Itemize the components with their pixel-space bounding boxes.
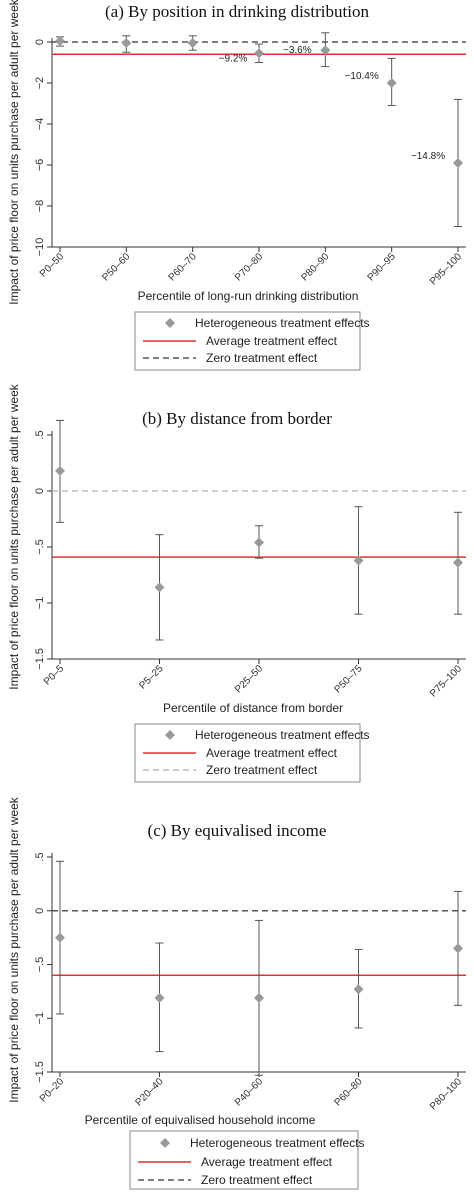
panel-a-legend-zero-label: Zero treatment effect xyxy=(206,351,318,365)
panel-b-legend-avg-label: Average treatment effect xyxy=(206,746,338,760)
panel-c-xtick-label: P60–80 xyxy=(332,1076,364,1108)
panel-a-point xyxy=(55,35,65,46)
panel-c-xtick-label: P40–60 xyxy=(233,1076,265,1108)
panel-a-xtick-label: P95–100 xyxy=(428,251,464,287)
panel-a-ytick-label: 0 xyxy=(34,39,46,45)
panel-c-point xyxy=(154,992,165,1003)
panel-a-ylabel: Impact of price floor on units purchase … xyxy=(7,0,21,305)
panel-c-legend-avg-label: Average treatment effect xyxy=(201,1155,333,1169)
panel-a-point xyxy=(453,157,463,168)
panel-a-annotation: −14.8% xyxy=(411,151,445,162)
panel-b-ylabel: Impact of price floor on units purchase … xyxy=(7,383,21,689)
panel-a-legend-hte-label: Heterogeneous treatment effects xyxy=(195,316,370,330)
panel-b-xtick-label: P50–75 xyxy=(332,663,364,695)
panel-c-ytick-label: −1 xyxy=(34,1012,46,1025)
panel-a-ytick-label: −2 xyxy=(34,77,46,90)
panel-a-legend: Heterogeneous treatment effects Average … xyxy=(134,311,370,371)
panel-a-legend-hte-marker xyxy=(165,318,175,328)
panel-b-point xyxy=(55,465,65,476)
panel-a-ytick-label: −10 xyxy=(34,238,46,257)
panel-a-ytick-label: −6 xyxy=(34,159,46,172)
panel-c-ytick-label: −.5 xyxy=(34,957,46,973)
panel-c-ytick-label: .5 xyxy=(34,852,46,861)
panel-b-legend-hte-marker xyxy=(165,730,175,740)
panel-c-legend-hte-label: Heterogeneous treatment effects xyxy=(190,1136,365,1150)
panel-a-annotation: −9.2% xyxy=(219,53,248,64)
panel-c-ytick-label: 0 xyxy=(34,908,46,914)
panel-b-ytick-label: −1.5 xyxy=(34,648,46,670)
panel-b-ytick-label: 0 xyxy=(34,488,46,494)
panel-a-point xyxy=(254,48,264,59)
panel-b-point xyxy=(353,555,364,566)
panel-b-xtick-label: P5–25 xyxy=(137,663,166,692)
panel-b-xlabel: Percentile of distance from border xyxy=(163,701,343,715)
panel-b-legend-zero-label: Zero treatment effect xyxy=(206,763,318,777)
panel-c-legend-hte-marker xyxy=(160,1138,170,1148)
panel-c-point xyxy=(55,932,65,943)
panel-c-legend-zero-label: Zero treatment effect xyxy=(201,1173,313,1187)
panel-a-xtick-label: P70–80 xyxy=(233,251,265,283)
panel-a-xlabel: Percentile of long-run drinking distribu… xyxy=(138,289,359,303)
panel-a-annotation: −10.4% xyxy=(345,71,379,82)
panel-a-annotation: −3.6% xyxy=(283,45,312,56)
panel-c-point xyxy=(254,992,264,1003)
panel-a-xtick-label: P60–70 xyxy=(167,251,199,283)
panel-a-xtick-label: P90–95 xyxy=(366,251,398,283)
panel-a-point xyxy=(386,78,397,88)
panel-b: (b) By distance from border Impact of pr… xyxy=(7,383,466,783)
panel-c-point xyxy=(453,943,463,954)
panel-b-title: (b) By distance from border xyxy=(142,409,332,428)
panel-c: (c) By equivalised income Impact of pric… xyxy=(7,796,466,1190)
panel-a-point xyxy=(320,45,331,56)
panel-b-marks: .50−.5−1−1.5P0–5 P5–25 P25–50 P50–75 P75–100 xyxy=(34,419,466,699)
panel-c-xlabel: Percentile of equivalised household inco… xyxy=(85,1113,316,1127)
panel-b-ytick-label: .5 xyxy=(34,430,46,439)
panel-b-ytick-label: −1 xyxy=(34,597,46,610)
panel-b-point xyxy=(154,582,165,593)
panel-c-marks: .50−.5−1−1.5P0–20 P20–40 P40–60 P60–80 P80–1… xyxy=(34,852,466,1112)
panel-a-title: (a) By position in drinking distribution xyxy=(105,2,369,21)
panel-b-point xyxy=(254,537,264,548)
panel-a-legend-avg-label: Average treatment effect xyxy=(206,334,338,348)
panel-a: (a) By position in drinking distribution… xyxy=(7,0,466,371)
panel-a-xtick-label: P80–90 xyxy=(299,251,331,283)
panel-a-point xyxy=(187,38,198,49)
panel-c-ylabel: Impact of price floor on units purchase … xyxy=(7,796,21,1102)
panel-c-xtick-label: P20–40 xyxy=(133,1076,165,1108)
panel-a-xtick-label: P50–60 xyxy=(100,251,132,283)
panel-b-xtick-label: P75–100 xyxy=(428,663,464,699)
panel-c-title: (c) By equivalised income xyxy=(148,821,327,840)
panel-b-xtick-label: P25–50 xyxy=(233,663,265,695)
panel-c-ytick-label: −1.5 xyxy=(34,1061,46,1083)
panel-c-legend: Heterogeneous treatment effects Average … xyxy=(129,1130,365,1190)
panel-a-point xyxy=(121,38,132,49)
panel-c-point xyxy=(353,984,364,995)
panel-b-legend-hte-label: Heterogeneous treatment effects xyxy=(195,728,370,742)
panel-b-legend: Heterogeneous treatment effects Average … xyxy=(134,723,370,783)
panel-a-ytick-label: −8 xyxy=(34,200,46,213)
panel-c-xtick-label: P80–100 xyxy=(428,1076,464,1112)
panel-b-point xyxy=(453,557,463,568)
panel-a-ytick-label: −4 xyxy=(34,118,46,131)
panel-b-ytick-label: −.5 xyxy=(34,539,46,555)
